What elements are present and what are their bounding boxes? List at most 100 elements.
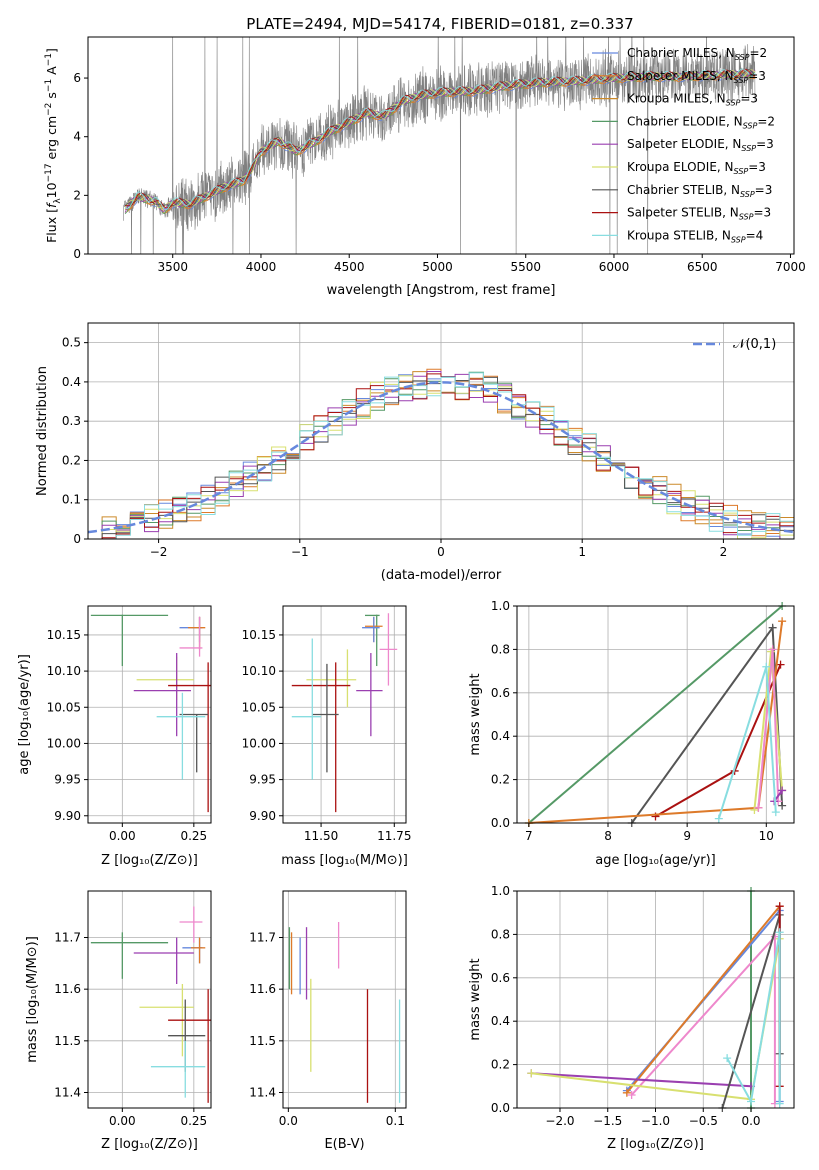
y-tick-label: 0.4 [491, 729, 510, 743]
y-axis-label-part: −2 [44, 103, 54, 116]
x-tick-label: 2 [720, 545, 728, 559]
y-tick-label: 9.90 [54, 809, 81, 823]
y-axis-label: Flux [fλ10−17 erg cm−2 s−1 A−1] [44, 48, 63, 243]
y-tick-label: 0.6 [491, 971, 510, 985]
y-tick-label: 0.0 [491, 816, 510, 830]
y-tick-label: 2 [73, 188, 81, 202]
legend-label-sub: SSP [731, 235, 746, 244]
y-tick-label: 10.15 [242, 628, 276, 642]
data-point-marker [771, 808, 780, 817]
figure-title: PLATE=2494, MJD=54174, FIBERID=0181, z=0… [246, 15, 633, 33]
legend-label-suffix: =3 [753, 206, 771, 220]
y-axis-label-part: λ [53, 198, 63, 204]
data-point-marker [768, 645, 777, 654]
residuals-histogram-panel: −2 −1 0 1 2 0 0.1 0.2 0.3 0.4 0.5 (data-model)/erro… [35, 322, 795, 583]
data-point-marker [527, 1069, 536, 1078]
legend-label-suffix: =3 [755, 183, 773, 197]
x-axis-label: mass [log₁₀(M/M⊙)] [281, 853, 408, 868]
x-tick-label: 0.1 [386, 1114, 405, 1128]
y-tick-label: 0.4 [62, 375, 81, 389]
x-tick-label: −1 [291, 545, 309, 559]
x-tick-label: −2.0 [545, 1114, 574, 1128]
x-axis-label: (data-model)/error [381, 568, 502, 583]
y-tick-label: 4 [73, 130, 81, 144]
x-tick-label: 5000 [422, 260, 453, 274]
y-axis-label-part: f [44, 202, 59, 208]
axes-frame [282, 605, 407, 824]
data-point-marker [723, 1054, 732, 1063]
spectrum-plot-area [123, 37, 756, 254]
legend-label-suffix: =3 [748, 160, 766, 174]
histogram-plot-area [88, 368, 794, 539]
y-tick-label: 0.8 [491, 642, 510, 656]
x-axis-label: E(B-V) [324, 1137, 364, 1152]
legend-label-name: Chabrier MILES, N [627, 46, 735, 60]
y-axis-label: age [log₁₀(age/yr)] [17, 654, 32, 775]
legend-label-suffix: =2 [757, 114, 775, 128]
x-tick-label: 8 [604, 829, 612, 843]
legend-label: Chabrier STELIB, NSSP=3 [627, 183, 772, 199]
x-axis-label: Z [log₁₀(Z/Z⊙)] [607, 1137, 704, 1152]
y-tick-label: 1.0 [491, 884, 510, 898]
model-spectrum-line [124, 69, 756, 207]
y-tick-label: 11.6 [249, 982, 276, 996]
axes-frame [282, 890, 407, 1109]
y-tick-label: 0.1 [62, 493, 81, 507]
x-tick-label: 0.25 [180, 1114, 207, 1128]
y-tick-label: 0.4 [491, 1014, 510, 1028]
axes-frame [87, 605, 212, 824]
axes-frame [87, 36, 795, 255]
legend-label-sub: SSP [743, 121, 758, 130]
y-tick-label: 11.5 [249, 1034, 276, 1048]
data-point-marker [754, 803, 763, 812]
x-axis-label: Z [log₁₀(Z/Z⊙)] [101, 853, 198, 868]
x-tick-label: 9 [683, 829, 691, 843]
y-tick-label: 11.7 [54, 931, 81, 945]
x-tick-label: 11.50 [304, 829, 338, 843]
x-tick-label: −0.5 [689, 1114, 718, 1128]
mass-vs-metallicity-panel: 0.00 0.25 11.4 11.5 11.6 11.7 Z [log₁₀(Z/Z⊙)] m… [25, 890, 212, 1152]
x-tick-label: 0.0 [741, 1114, 760, 1128]
x-tick-label: 7000 [775, 260, 806, 274]
y-axis-label: Normed distribution [35, 366, 50, 496]
legend-label-name: Salpeter STELIB, N [627, 206, 739, 220]
data-point-marker [627, 1090, 636, 1099]
x-tick-label: 10 [759, 829, 774, 843]
y-tick-label: 10.00 [242, 736, 276, 750]
x-tick-label: 6000 [599, 260, 630, 274]
data-point-marker [714, 814, 723, 823]
legend-label-name: Kroupa STELIB, N [627, 228, 731, 242]
age-vs-metallicity-panel: 0.00 0.25 9.90 9.95 10.00 10.05 10.10 10.15 Z [l… [17, 605, 212, 868]
legend-label-name: Chabrier ELODIE, N [627, 114, 743, 128]
legend-label: Salpeter MILES, NSSP=3 [627, 69, 766, 85]
legend-label-sub: SSP [726, 99, 741, 108]
data-point-marker [776, 660, 785, 669]
y-axis-label: mass weight [468, 673, 483, 755]
y-tick-label: 0.6 [491, 686, 510, 700]
y-tick-label: 11.4 [249, 1086, 276, 1100]
y-tick-label: 0.2 [62, 453, 81, 467]
gaussian-reference-curve [88, 381, 794, 534]
age-vs-mass-panel: 11.50 11.75 9.90 9.95 10.00 10.05 10.10 10.15 ma… [242, 605, 411, 868]
legend-label: Salpeter ELODIE, NSSP=3 [627, 137, 774, 153]
y-tick-label: 0.2 [491, 1058, 510, 1072]
x-axis-label: wavelength [Angstrom, rest frame] [327, 283, 556, 298]
massweight-vs-age-panel: 7 8 9 10 0.0 0.2 0.4 0.6 0.8 1.0 age [log₁₀(age/yr… [468, 599, 795, 868]
y-tick-label: 0 [73, 532, 81, 546]
legend-label-sub: SSP [739, 213, 754, 222]
y-tick-label: 9.95 [54, 773, 81, 787]
x-axis-label: age [log₁₀(age/yr)] [595, 853, 716, 868]
x-axis-label: Z [log₁₀(Z/Z⊙)] [101, 1137, 198, 1152]
legend-label: Salpeter STELIB, NSSP=3 [627, 206, 771, 222]
legend-label-suffix: =3 [740, 92, 758, 106]
y-tick-label: 0.5 [62, 336, 81, 350]
mass-weight-series-line [626, 905, 781, 1094]
legend-label-sub: SSP [741, 144, 756, 153]
legend-label-name: Kroupa ELODIE, N [627, 160, 734, 174]
legend-label-name: Chabrier STELIB, N [627, 183, 740, 197]
legend-label-sub: SSP [734, 167, 749, 176]
y-axis-label: mass [log₁₀(M/M⊙)] [25, 936, 40, 1063]
y-tick-label: 0.8 [491, 927, 510, 941]
x-tick-label: −1.5 [593, 1114, 622, 1128]
y-tick-label: 10.00 [47, 736, 81, 750]
